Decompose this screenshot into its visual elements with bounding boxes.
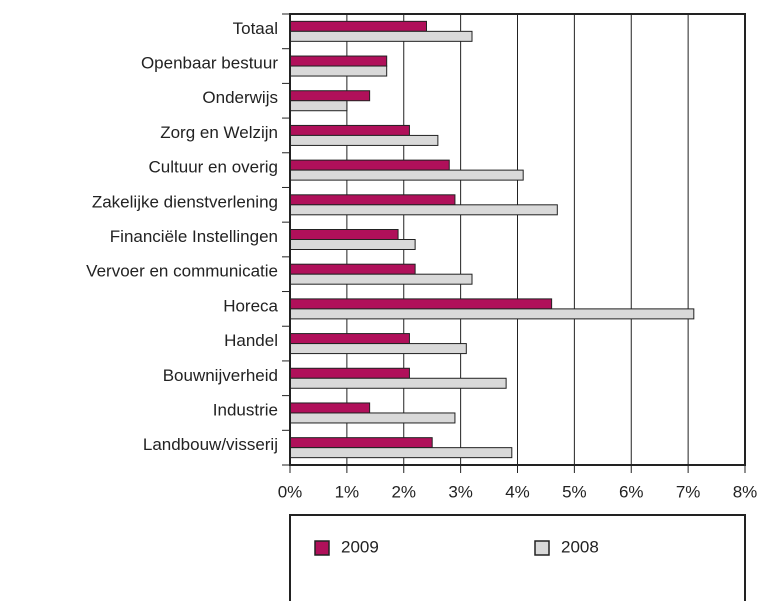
x-tick-label: 5% xyxy=(562,482,587,501)
y-tick-label: Cultuur en overig xyxy=(149,158,278,177)
y-tick-label: Openbaar bestuur xyxy=(141,54,278,73)
bar xyxy=(289,343,467,355)
bar xyxy=(289,298,553,310)
y-tick-label: Onderwijs xyxy=(202,88,278,107)
x-tick-label: 1% xyxy=(335,482,360,501)
y-tick-label: Landbouw/visserij xyxy=(143,435,278,454)
bar xyxy=(289,367,410,379)
x-tick-label: 7% xyxy=(676,482,701,501)
y-tick-label: Zorg en Welzijn xyxy=(160,123,278,142)
bar xyxy=(289,100,348,112)
y-tick-label: Totaal xyxy=(233,19,278,38)
y-tick-label: Horeca xyxy=(223,296,278,315)
bar xyxy=(289,263,416,275)
y-tick-label: Bouwnijverheid xyxy=(163,366,278,385)
bar xyxy=(289,90,371,102)
bar xyxy=(289,124,410,136)
legend-box xyxy=(289,514,746,601)
bar xyxy=(289,308,695,320)
bar xyxy=(289,402,371,414)
bar xyxy=(289,65,388,77)
bar xyxy=(289,333,410,345)
bar xyxy=(289,412,456,424)
y-tick-label: Industrie xyxy=(213,400,278,419)
x-tick-label: 2% xyxy=(391,482,416,501)
bar xyxy=(289,447,513,459)
bar xyxy=(289,239,416,250)
legend-swatch xyxy=(314,540,330,556)
bar xyxy=(289,30,473,42)
y-tick-label: Financiële Instellingen xyxy=(110,227,278,246)
bar xyxy=(289,55,388,67)
x-tick-label: 0% xyxy=(278,482,303,501)
bar xyxy=(289,377,507,389)
bar xyxy=(289,273,473,285)
bar xyxy=(289,204,558,216)
legend-swatch xyxy=(534,540,550,556)
x-tick-label: 6% xyxy=(619,482,644,501)
bar xyxy=(289,159,450,171)
y-tick-label: Zakelijke dienstverlening xyxy=(92,192,278,211)
bar xyxy=(289,134,439,146)
legend-label: 2008 xyxy=(561,537,599,556)
x-tick-label: 4% xyxy=(505,482,530,501)
x-tick-label: 8% xyxy=(733,482,758,501)
x-tick-label: 3% xyxy=(448,482,473,501)
bar xyxy=(289,437,433,449)
legend-label: 2009 xyxy=(341,537,379,556)
bar xyxy=(289,194,456,206)
bar xyxy=(289,169,524,181)
y-tick-label: Handel xyxy=(224,331,278,350)
bar xyxy=(289,229,399,240)
plot-frame xyxy=(289,13,746,466)
y-tick-label: Vervoer en communicatie xyxy=(86,262,278,281)
bar xyxy=(289,20,427,32)
